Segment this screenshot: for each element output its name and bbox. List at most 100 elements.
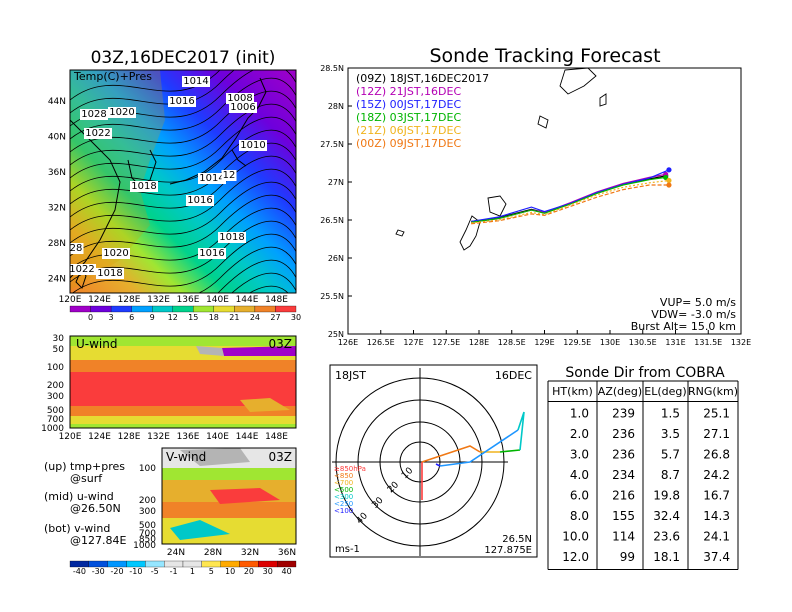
note-bot-line1: (bot) v-wind bbox=[44, 522, 110, 535]
map-lon-label: 124E bbox=[88, 295, 111, 305]
polar-level-item: <250 bbox=[334, 500, 353, 508]
vwind-y-label: 700 bbox=[139, 529, 156, 539]
table-header: HT(km) bbox=[552, 385, 593, 398]
island-tanegashima bbox=[599, 93, 607, 107]
uwind-x-label: 136E bbox=[177, 432, 200, 442]
table-cell: 18.1 bbox=[653, 550, 680, 564]
isobar-line bbox=[70, 70, 221, 101]
map-lat-label: 36N bbox=[48, 168, 66, 178]
table-cell: 1.0 bbox=[570, 407, 589, 421]
uwind-x-label: 128E bbox=[118, 432, 141, 442]
map-lon-label: 120E bbox=[59, 295, 82, 305]
track-legend-item: (21Z) 06JST,17DEC bbox=[356, 124, 461, 137]
track-line bbox=[471, 184, 669, 225]
legend-notes: (up) tmp+pres @surf (mid) u-wind @26.50N… bbox=[44, 460, 126, 547]
track-legend-item: (18Z) 03JST,17DEC bbox=[356, 111, 461, 124]
map-lon-labels: 120E 124E 128E 132E 136E 140E 144E 148E bbox=[59, 295, 289, 305]
track-legend-item: (00Z) 09JST,17DEC bbox=[356, 137, 461, 150]
uwind-y-label: 1000 bbox=[41, 424, 64, 434]
isobar-label-bg bbox=[198, 173, 226, 184]
isobar-label-bg bbox=[168, 96, 196, 107]
isobar-line bbox=[70, 129, 296, 192]
isobar-line bbox=[231, 272, 296, 293]
vwind-time: 03Z bbox=[269, 450, 293, 464]
polar-date: 16DEC bbox=[495, 369, 532, 382]
track-y-labels: 28.5N 28N 27.5N 27N 26.5N 26N 25.5N 25N bbox=[320, 64, 352, 339]
uwind-y-label: 300 bbox=[47, 392, 64, 402]
polar-lon: 127.875E bbox=[484, 545, 532, 556]
colorbar-swatch bbox=[234, 305, 256, 313]
isobar-label: 1022 bbox=[85, 128, 110, 139]
param-burst: Burst Alt= 15.0 km bbox=[631, 320, 736, 333]
table-cell: 114 bbox=[612, 530, 635, 544]
track-x-label: 128E bbox=[469, 338, 489, 347]
isobar-label-bg bbox=[84, 128, 112, 139]
track-y-label: 26N bbox=[328, 254, 344, 263]
colorbar-label: 12 bbox=[168, 313, 178, 322]
vwind-x-label: 36N bbox=[278, 548, 296, 558]
table-cell: 99 bbox=[620, 550, 635, 564]
isobar-label: 1016 bbox=[169, 96, 194, 107]
polar-units: ms-1 bbox=[335, 544, 360, 555]
vwind-y-label: 300 bbox=[139, 507, 156, 517]
uwind-y-label: 700 bbox=[47, 415, 64, 425]
map-lon-label: 140E bbox=[206, 295, 229, 305]
map-title: 03Z,16DEC2017 (init) bbox=[91, 48, 276, 68]
uwind-y-label: 200 bbox=[47, 381, 64, 391]
note-mid-line2: @26.50N bbox=[70, 502, 121, 515]
colorbar-label: -40 bbox=[73, 567, 86, 576]
isobar-label: 1008 bbox=[227, 93, 252, 104]
table-header: EL(deg) bbox=[644, 385, 686, 398]
island-small-a bbox=[395, 229, 405, 237]
uwind-x-label: 120E bbox=[59, 432, 82, 442]
colorbar-label: 1 bbox=[190, 567, 195, 576]
polar-level-item: <700 bbox=[334, 479, 353, 487]
table-cell: 234 bbox=[612, 468, 635, 482]
colorbar-label: 3 bbox=[109, 313, 114, 322]
table-cell: 6.0 bbox=[570, 489, 589, 503]
colorbar-label: -20 bbox=[111, 567, 124, 576]
vwind-y-label: 200 bbox=[139, 496, 156, 506]
isobar-label-bg bbox=[70, 264, 96, 275]
uwind-label: U-wind bbox=[76, 337, 117, 351]
colorbar-swatch bbox=[254, 305, 276, 313]
isobar-label-bg bbox=[226, 93, 254, 104]
land-overlay bbox=[70, 70, 165, 290]
table-cell: 27.1 bbox=[703, 427, 730, 441]
isobar-label-bg bbox=[130, 181, 158, 192]
vwind-label: V-wind bbox=[166, 450, 206, 464]
temperature-colorbar: 0 3 6 9 12 15 18 21 24 27 30 bbox=[69, 305, 301, 322]
track-y-label: 25.5N bbox=[320, 292, 344, 301]
vwind-x-label: 28N bbox=[204, 548, 222, 558]
table-cell: 4.0 bbox=[570, 468, 589, 482]
table-cell: 32.4 bbox=[653, 509, 680, 523]
map-frame bbox=[69, 69, 297, 294]
colorbar-swatch bbox=[69, 305, 91, 313]
colorbar-label: 21 bbox=[229, 313, 239, 322]
table-cell: 25.1 bbox=[703, 407, 730, 421]
polar-level-item: <850 bbox=[334, 472, 353, 480]
colorbar-label: 5 bbox=[209, 567, 214, 576]
vwind-y-label: 1000 bbox=[133, 541, 156, 551]
table-header: AZ(deg) bbox=[598, 385, 642, 398]
colorbar-label: 24 bbox=[250, 313, 260, 322]
table-cell: 26.8 bbox=[703, 448, 730, 462]
colorbar-label: -10 bbox=[129, 567, 142, 576]
vwind-x-label: 24N bbox=[167, 548, 185, 558]
isobar-label: 1020 bbox=[109, 107, 134, 118]
table-header: RNG(km) bbox=[688, 385, 738, 398]
track-x-label: 129E bbox=[534, 338, 554, 347]
colorbar-label: 27 bbox=[270, 313, 280, 322]
colorbar-label: 10 bbox=[225, 567, 235, 576]
map-field-label: Temp(C)+Pres bbox=[73, 70, 152, 83]
param-vup: VUP= 5.0 m/s bbox=[660, 296, 736, 309]
uwind-y-label: 50 bbox=[53, 345, 65, 355]
table-cell: 12.0 bbox=[562, 550, 589, 564]
isobar-line bbox=[70, 77, 296, 140]
polar-ring-label: 40 bbox=[355, 511, 370, 526]
table-cell: 8.7 bbox=[661, 468, 680, 482]
isobar-label-bg bbox=[182, 76, 210, 87]
track-x-label: 131E bbox=[665, 338, 685, 347]
track-y-label: 28.5N bbox=[320, 64, 344, 73]
